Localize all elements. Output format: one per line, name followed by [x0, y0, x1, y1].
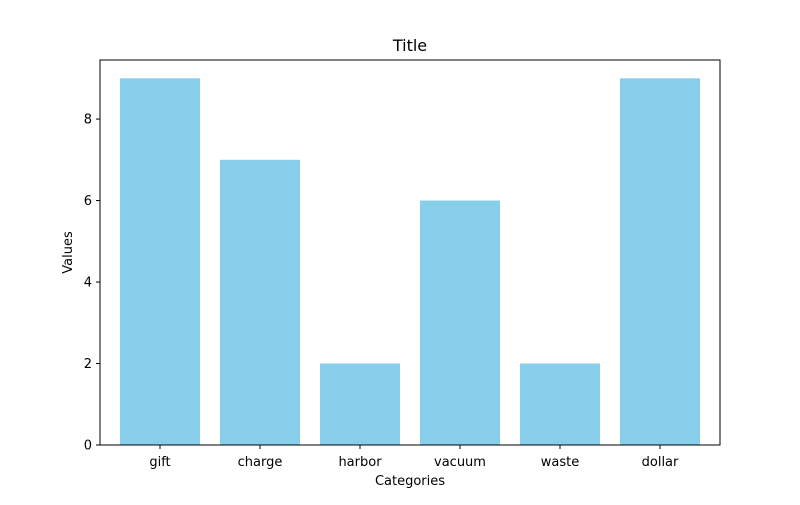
bar-vacuum	[420, 200, 500, 445]
y-tick-label: 0	[84, 439, 92, 454]
y-tick-label: 6	[84, 194, 92, 209]
y-axis-title: Values	[61, 231, 76, 274]
bars-layer	[120, 78, 700, 445]
bar-waste	[520, 363, 600, 445]
x-tick-label: charge	[238, 455, 283, 470]
y-tick-label: 8	[84, 113, 92, 128]
y-tick-label: 2	[84, 357, 92, 372]
x-tick-label: waste	[541, 455, 579, 470]
bar-dollar	[620, 78, 700, 445]
bar-charge	[220, 159, 300, 445]
x-axis-ticks: gift charge harbor vacuum waste dollar	[149, 445, 679, 470]
x-tick-label: vacuum	[434, 455, 486, 470]
x-tick-label: gift	[149, 455, 170, 470]
bar-gift	[120, 78, 200, 445]
x-tick-label: dollar	[642, 455, 679, 470]
chart-title: Title	[392, 36, 427, 55]
x-tick-label: harbor	[338, 455, 382, 470]
y-axis-ticks: 0 2 4 6 8	[84, 113, 100, 454]
y-tick-label: 4	[84, 276, 92, 291]
plot-frame	[99, 59, 721, 446]
x-axis-title: Categories	[375, 474, 445, 489]
bar-harbor	[320, 363, 400, 445]
